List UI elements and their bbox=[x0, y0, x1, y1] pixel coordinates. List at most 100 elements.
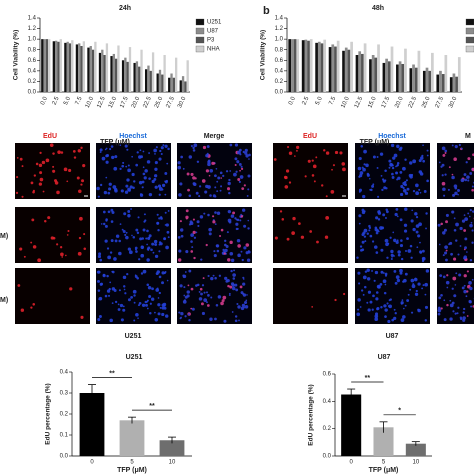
cell-nucleus bbox=[146, 258, 150, 262]
cell-nucleus bbox=[387, 319, 391, 324]
cell-nucleus bbox=[458, 273, 462, 277]
cell-nucleus bbox=[467, 179, 470, 182]
x-tick-label: 25.0 bbox=[421, 95, 432, 109]
cell-nucleus bbox=[462, 316, 466, 320]
bar bbox=[412, 64, 415, 92]
cell-nucleus bbox=[239, 153, 242, 156]
cell-nucleus bbox=[394, 212, 398, 217]
x-tick-label: 15.0 bbox=[367, 95, 378, 109]
cell-nucleus bbox=[394, 312, 397, 315]
cell-nucleus bbox=[244, 148, 248, 152]
legend-swatch bbox=[195, 18, 205, 26]
cell-nucleus bbox=[368, 177, 371, 180]
cell-nucleus bbox=[247, 174, 251, 178]
cell-nucleus bbox=[212, 274, 215, 277]
cell-nucleus bbox=[177, 258, 182, 262]
cell-nucleus bbox=[371, 184, 375, 188]
cell-nucleus bbox=[52, 236, 56, 240]
bar bbox=[304, 39, 308, 92]
cell-nucleus bbox=[448, 166, 451, 169]
cell-nucleus bbox=[190, 233, 194, 237]
cell-nucleus bbox=[367, 308, 371, 312]
cell-nucleus bbox=[421, 287, 424, 290]
cell-nucleus bbox=[141, 247, 144, 250]
cell-nucleus bbox=[374, 317, 379, 322]
cell-nucleus bbox=[457, 189, 460, 192]
cell-nucleus bbox=[102, 222, 106, 226]
cell-nucleus bbox=[207, 293, 210, 297]
bar bbox=[307, 40, 310, 92]
cell-nucleus bbox=[200, 258, 203, 261]
cell-nucleus bbox=[214, 211, 217, 214]
cell-nucleus bbox=[438, 296, 442, 300]
cell-nucleus bbox=[405, 249, 407, 252]
cell-nucleus bbox=[52, 165, 55, 168]
bar bbox=[414, 67, 418, 92]
cell-nucleus bbox=[124, 292, 127, 295]
cell-nucleus bbox=[180, 316, 183, 319]
cell-nucleus bbox=[132, 235, 136, 239]
cell-nucleus bbox=[363, 149, 367, 154]
bar bbox=[390, 46, 394, 92]
cell-nucleus bbox=[384, 315, 387, 318]
bar bbox=[105, 43, 109, 92]
cell-nucleus bbox=[424, 282, 428, 287]
cell-nucleus bbox=[192, 176, 196, 180]
bar bbox=[71, 40, 74, 92]
cell-nucleus bbox=[422, 284, 425, 287]
cell-nucleus bbox=[39, 151, 42, 155]
cell-nucleus bbox=[180, 155, 184, 159]
cell-nucleus bbox=[47, 216, 51, 220]
x-tick-label: 2.5 bbox=[301, 95, 310, 106]
cell-nucleus bbox=[234, 164, 237, 167]
cell-nucleus bbox=[153, 177, 157, 181]
cell-nucleus bbox=[208, 232, 212, 236]
cell-nucleus bbox=[120, 189, 124, 193]
cell-nucleus bbox=[82, 164, 86, 168]
cell-nucleus bbox=[192, 149, 196, 152]
cell-nucleus bbox=[372, 183, 375, 186]
cell-nucleus bbox=[247, 227, 250, 230]
cell-nucleus bbox=[316, 240, 319, 244]
cell-nucleus bbox=[32, 189, 35, 192]
cell-nucleus bbox=[204, 190, 208, 194]
cell-nucleus bbox=[459, 226, 463, 231]
cell-nucleus bbox=[240, 167, 244, 170]
bar bbox=[331, 44, 335, 92]
cell-nucleus bbox=[217, 176, 221, 180]
cell-nucleus bbox=[343, 292, 346, 296]
cell-nucleus bbox=[459, 316, 463, 319]
cell-nucleus bbox=[404, 183, 407, 187]
cell-nucleus bbox=[151, 287, 154, 291]
cell-nucleus bbox=[180, 234, 184, 238]
y-tick-label: 1.4 bbox=[28, 16, 37, 22]
cell-nucleus bbox=[374, 314, 379, 319]
x-tick-label: 0 bbox=[349, 460, 353, 466]
y-tick-label: 0.2 bbox=[323, 426, 332, 432]
cell-nucleus bbox=[114, 300, 118, 304]
cell-nucleus bbox=[141, 180, 145, 184]
cell-nucleus bbox=[33, 174, 37, 177]
cell-nucleus bbox=[187, 188, 190, 192]
cell-nucleus bbox=[216, 249, 220, 253]
cell-nucleus bbox=[426, 149, 429, 152]
cell-nucleus bbox=[240, 250, 243, 253]
cell-nucleus bbox=[203, 291, 206, 294]
cell-nucleus bbox=[438, 306, 440, 309]
cell-nucleus bbox=[377, 218, 381, 221]
bar bbox=[179, 80, 182, 92]
cell-nucleus bbox=[126, 178, 130, 182]
cell-nucleus bbox=[400, 301, 404, 305]
cell-nucleus bbox=[152, 251, 155, 254]
cell-nucleus bbox=[80, 146, 83, 150]
cell-nucleus bbox=[177, 165, 182, 170]
cell-nucleus bbox=[395, 275, 400, 280]
cell-nucleus bbox=[391, 172, 394, 176]
cell-nucleus bbox=[247, 219, 250, 222]
cell-nucleus bbox=[404, 191, 409, 195]
cell-nucleus bbox=[420, 156, 424, 160]
cell-nucleus bbox=[184, 315, 187, 318]
cell-nucleus bbox=[237, 150, 241, 155]
cell-nucleus bbox=[417, 308, 420, 311]
cell-nucleus bbox=[240, 213, 242, 216]
